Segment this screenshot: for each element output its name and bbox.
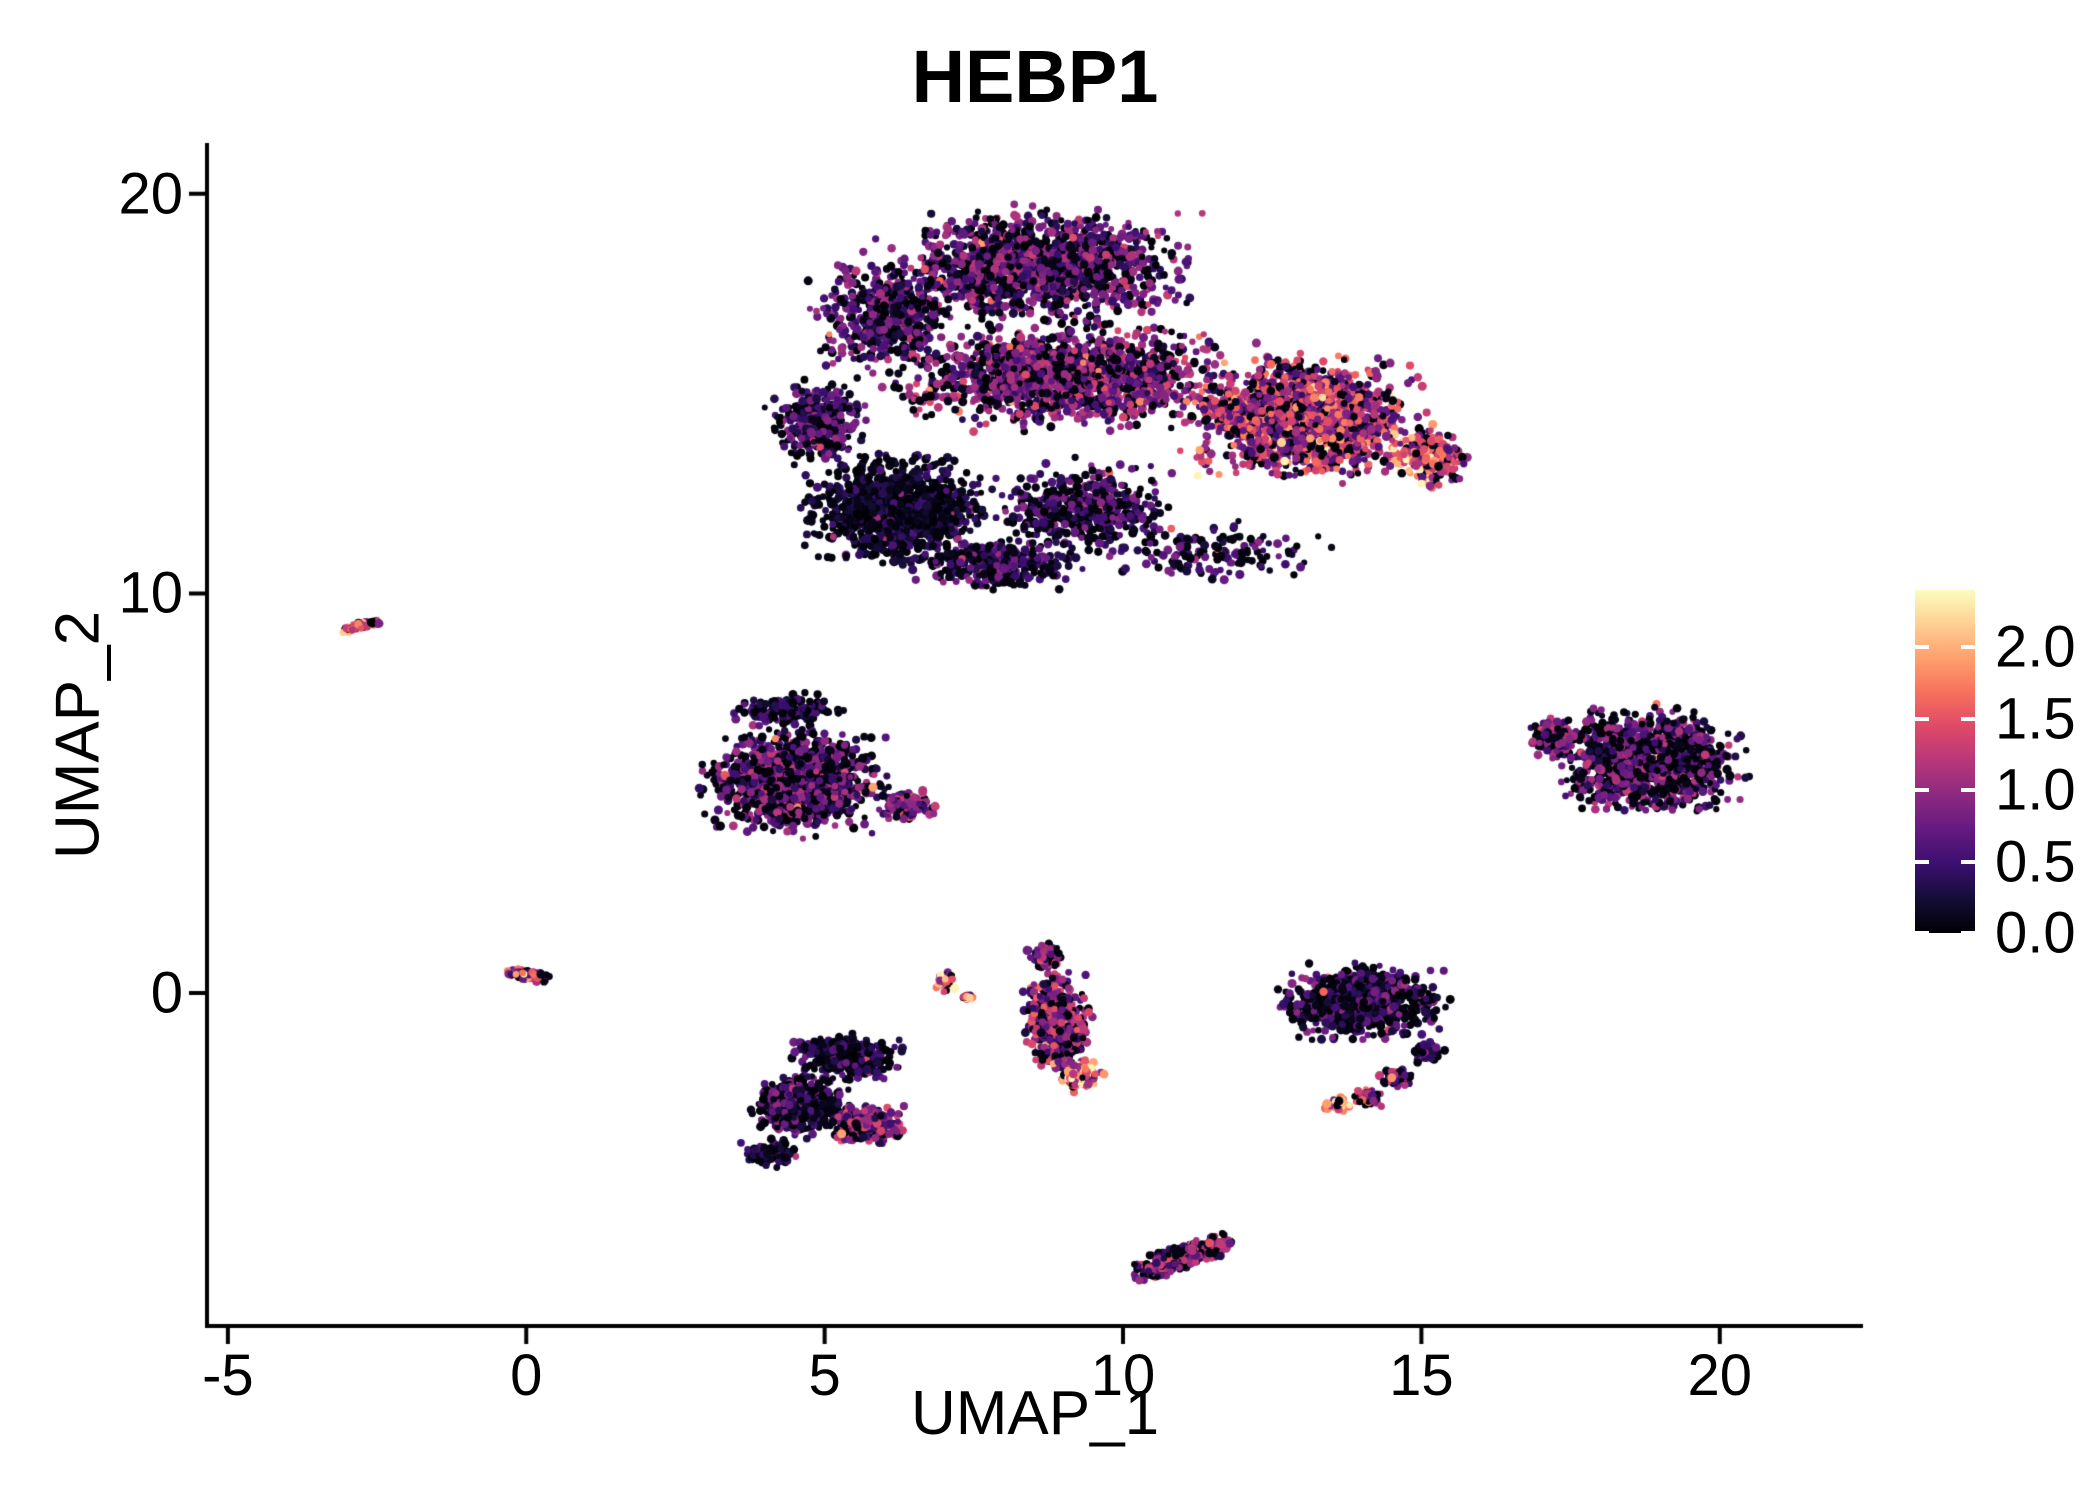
plot-title: HEBP1 [911, 35, 1159, 118]
colorbar-label: 0.5 [1995, 829, 2076, 895]
y-tick-label: 20 [118, 161, 183, 227]
y-tick-label: 0 [150, 960, 183, 1026]
colorbar-label: 1.0 [1995, 757, 2076, 823]
x-tick-label: 20 [1687, 1343, 1753, 1408]
colorbar-tick [1915, 931, 1929, 935]
colorbar-tick [1961, 645, 1975, 650]
colorbar-label: 0.0 [1995, 900, 2076, 966]
colorbar-tick [1961, 931, 1975, 935]
colorbar-tick [1961, 788, 1975, 793]
colorbar-gradient [1915, 590, 1975, 933]
x-axis-label: UMAP_1 [910, 1379, 1160, 1448]
colorbar-tick [1915, 859, 1929, 864]
colorbar-label: 1.5 [1995, 686, 2076, 752]
x-tick-label: 10 [1090, 1343, 1156, 1408]
colorbar-tick [1961, 716, 1975, 721]
y-tick-label: 10 [118, 560, 183, 626]
colorbar-tick [1961, 859, 1975, 864]
colorbar-label: 2.0 [1995, 614, 2076, 680]
x-tick-label: 5 [808, 1343, 841, 1408]
colorbar-tick [1915, 645, 1929, 650]
x-tick-label: 15 [1389, 1343, 1454, 1408]
x-tick-label: 0 [510, 1343, 543, 1408]
colorbar-tick [1915, 716, 1929, 721]
x-tick-label: -5 [202, 1343, 254, 1408]
colorbar-tick [1915, 788, 1929, 793]
y-axis-label: UMAP_2 [43, 610, 113, 860]
